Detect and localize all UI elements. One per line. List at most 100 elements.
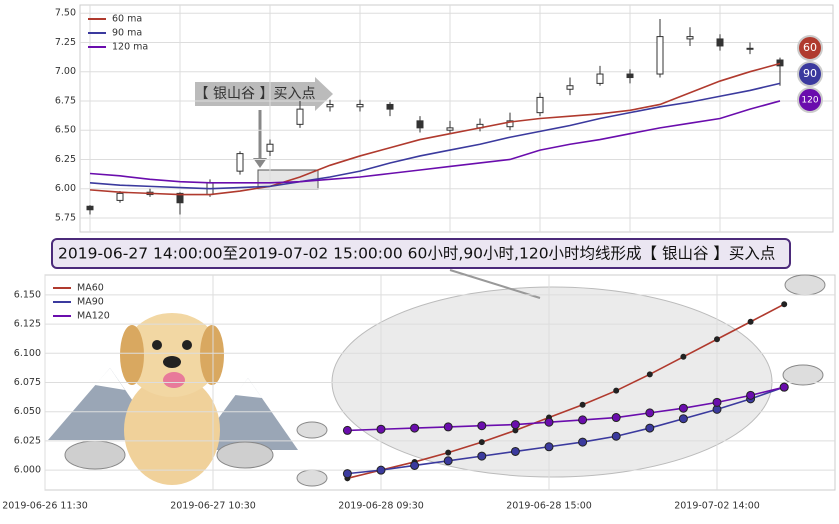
ma-line bbox=[347, 303, 785, 480]
candle-body bbox=[266, 143, 274, 152]
ma-point bbox=[376, 424, 386, 434]
ma-point bbox=[544, 442, 554, 452]
ma-point bbox=[611, 431, 621, 441]
ma-point bbox=[779, 382, 789, 392]
legend-label: 60 ma bbox=[112, 14, 142, 25]
ma-point bbox=[342, 425, 352, 435]
y-tick-label: 7.50 bbox=[55, 8, 76, 19]
x-tick-label: 2019-06-28 09:30 bbox=[338, 501, 424, 512]
ma-point bbox=[477, 421, 487, 431]
ma-point bbox=[477, 451, 487, 461]
ma-badge-label: 120 bbox=[801, 96, 818, 106]
y-tick-label: 6.150 bbox=[14, 289, 41, 300]
ma-point bbox=[510, 446, 520, 456]
candle-body bbox=[386, 103, 394, 110]
ma-line bbox=[89, 82, 781, 190]
y-tick-label: 6.050 bbox=[14, 406, 41, 417]
ma-badge bbox=[797, 87, 823, 113]
legend-label: MA90 bbox=[77, 297, 104, 308]
legend-label: 90 ma bbox=[112, 28, 142, 39]
x-tick-label: 2019-07-02 14:00 bbox=[674, 501, 760, 512]
ma-point bbox=[445, 449, 452, 456]
ma-point bbox=[680, 353, 687, 360]
ma-point bbox=[747, 318, 754, 325]
candle-body bbox=[356, 103, 364, 108]
y-tick-label: 6.75 bbox=[55, 95, 76, 106]
y-tick-label: 6.000 bbox=[14, 465, 41, 476]
ma-point bbox=[579, 401, 586, 408]
candle-body bbox=[326, 103, 334, 108]
y-tick-label: 6.50 bbox=[55, 125, 76, 136]
top-plot-frame bbox=[79, 4, 834, 233]
ma-point bbox=[578, 437, 588, 447]
ma-point bbox=[714, 336, 720, 343]
ma-point bbox=[781, 301, 788, 308]
banner-text: 2019-06-27 14:00:00至2019-07-02 15:00:00 … bbox=[58, 245, 775, 263]
ma-point bbox=[544, 417, 554, 427]
ma-badge-label: 90 bbox=[803, 67, 817, 80]
y-tick-label: 7.25 bbox=[55, 37, 76, 48]
candle-body bbox=[176, 192, 184, 204]
candle-body bbox=[746, 47, 754, 50]
ma-point bbox=[678, 414, 688, 424]
legend-label: MA120 bbox=[77, 311, 110, 322]
ma-point bbox=[342, 469, 352, 479]
candle-body bbox=[536, 96, 544, 114]
banner-arrow bbox=[449, 269, 541, 299]
ma-point bbox=[376, 465, 386, 475]
candle-body bbox=[626, 73, 634, 79]
ma-point bbox=[645, 408, 655, 418]
ma-point bbox=[678, 403, 688, 413]
candle-body bbox=[236, 153, 244, 172]
candle-body bbox=[86, 205, 94, 211]
ma-line bbox=[347, 386, 785, 475]
annotation-text: 【 银山谷 】买入点 bbox=[195, 86, 316, 102]
ma-point bbox=[578, 415, 588, 425]
candle-body bbox=[566, 85, 574, 90]
y-tick-label: 6.100 bbox=[14, 348, 41, 359]
ma-badge bbox=[797, 61, 823, 87]
ma-badge bbox=[797, 35, 823, 61]
candle-body bbox=[716, 38, 724, 47]
candle-body bbox=[656, 36, 664, 75]
dog-illustration bbox=[48, 313, 298, 485]
candle-body bbox=[446, 127, 454, 131]
y-tick-label: 6.075 bbox=[14, 377, 41, 388]
candle-body bbox=[686, 36, 694, 40]
ma-point bbox=[478, 439, 485, 446]
candle-body bbox=[776, 59, 784, 67]
ma-badge-label: 60 bbox=[803, 41, 817, 54]
ma-point bbox=[613, 387, 620, 394]
candle-body bbox=[116, 192, 124, 201]
ma-point bbox=[510, 420, 520, 430]
y-tick-label: 6.025 bbox=[14, 435, 41, 446]
ingot-icons bbox=[296, 274, 826, 487]
legend-label: 120 ma bbox=[112, 42, 148, 53]
y-tick-label: 6.00 bbox=[55, 183, 76, 194]
candle-body bbox=[416, 120, 424, 129]
ma-line bbox=[89, 100, 781, 184]
y-tick-label: 6.25 bbox=[55, 154, 76, 165]
ma-point bbox=[712, 397, 722, 407]
ma-point bbox=[645, 423, 655, 433]
candle-body bbox=[296, 108, 304, 125]
chart-panel: 6.000 6.025 6.050 6.075 6.100 6.125 6.150 bbox=[14, 289, 835, 476]
x-tick-label: 2019-06-27 10:30 bbox=[170, 501, 256, 512]
annotation-callout bbox=[195, 77, 333, 111]
candle-body bbox=[506, 120, 514, 128]
ma-point bbox=[443, 456, 453, 466]
ma-point bbox=[410, 460, 420, 470]
y-tick-label: 7.00 bbox=[55, 66, 76, 77]
ma-point bbox=[410, 423, 420, 433]
x-tick-label: 2019-06-26 11:30 bbox=[2, 501, 88, 512]
ma-line bbox=[347, 386, 785, 432]
ma-point bbox=[443, 422, 453, 432]
ma-point bbox=[646, 371, 653, 378]
x-tick-label: 2019-06-28 15:00 bbox=[506, 501, 592, 512]
banner bbox=[51, 238, 791, 269]
ma-point bbox=[611, 413, 621, 423]
legend-label: MA60 bbox=[77, 283, 104, 294]
ma-point bbox=[746, 390, 756, 400]
y-tick-label: 6.125 bbox=[14, 319, 41, 330]
